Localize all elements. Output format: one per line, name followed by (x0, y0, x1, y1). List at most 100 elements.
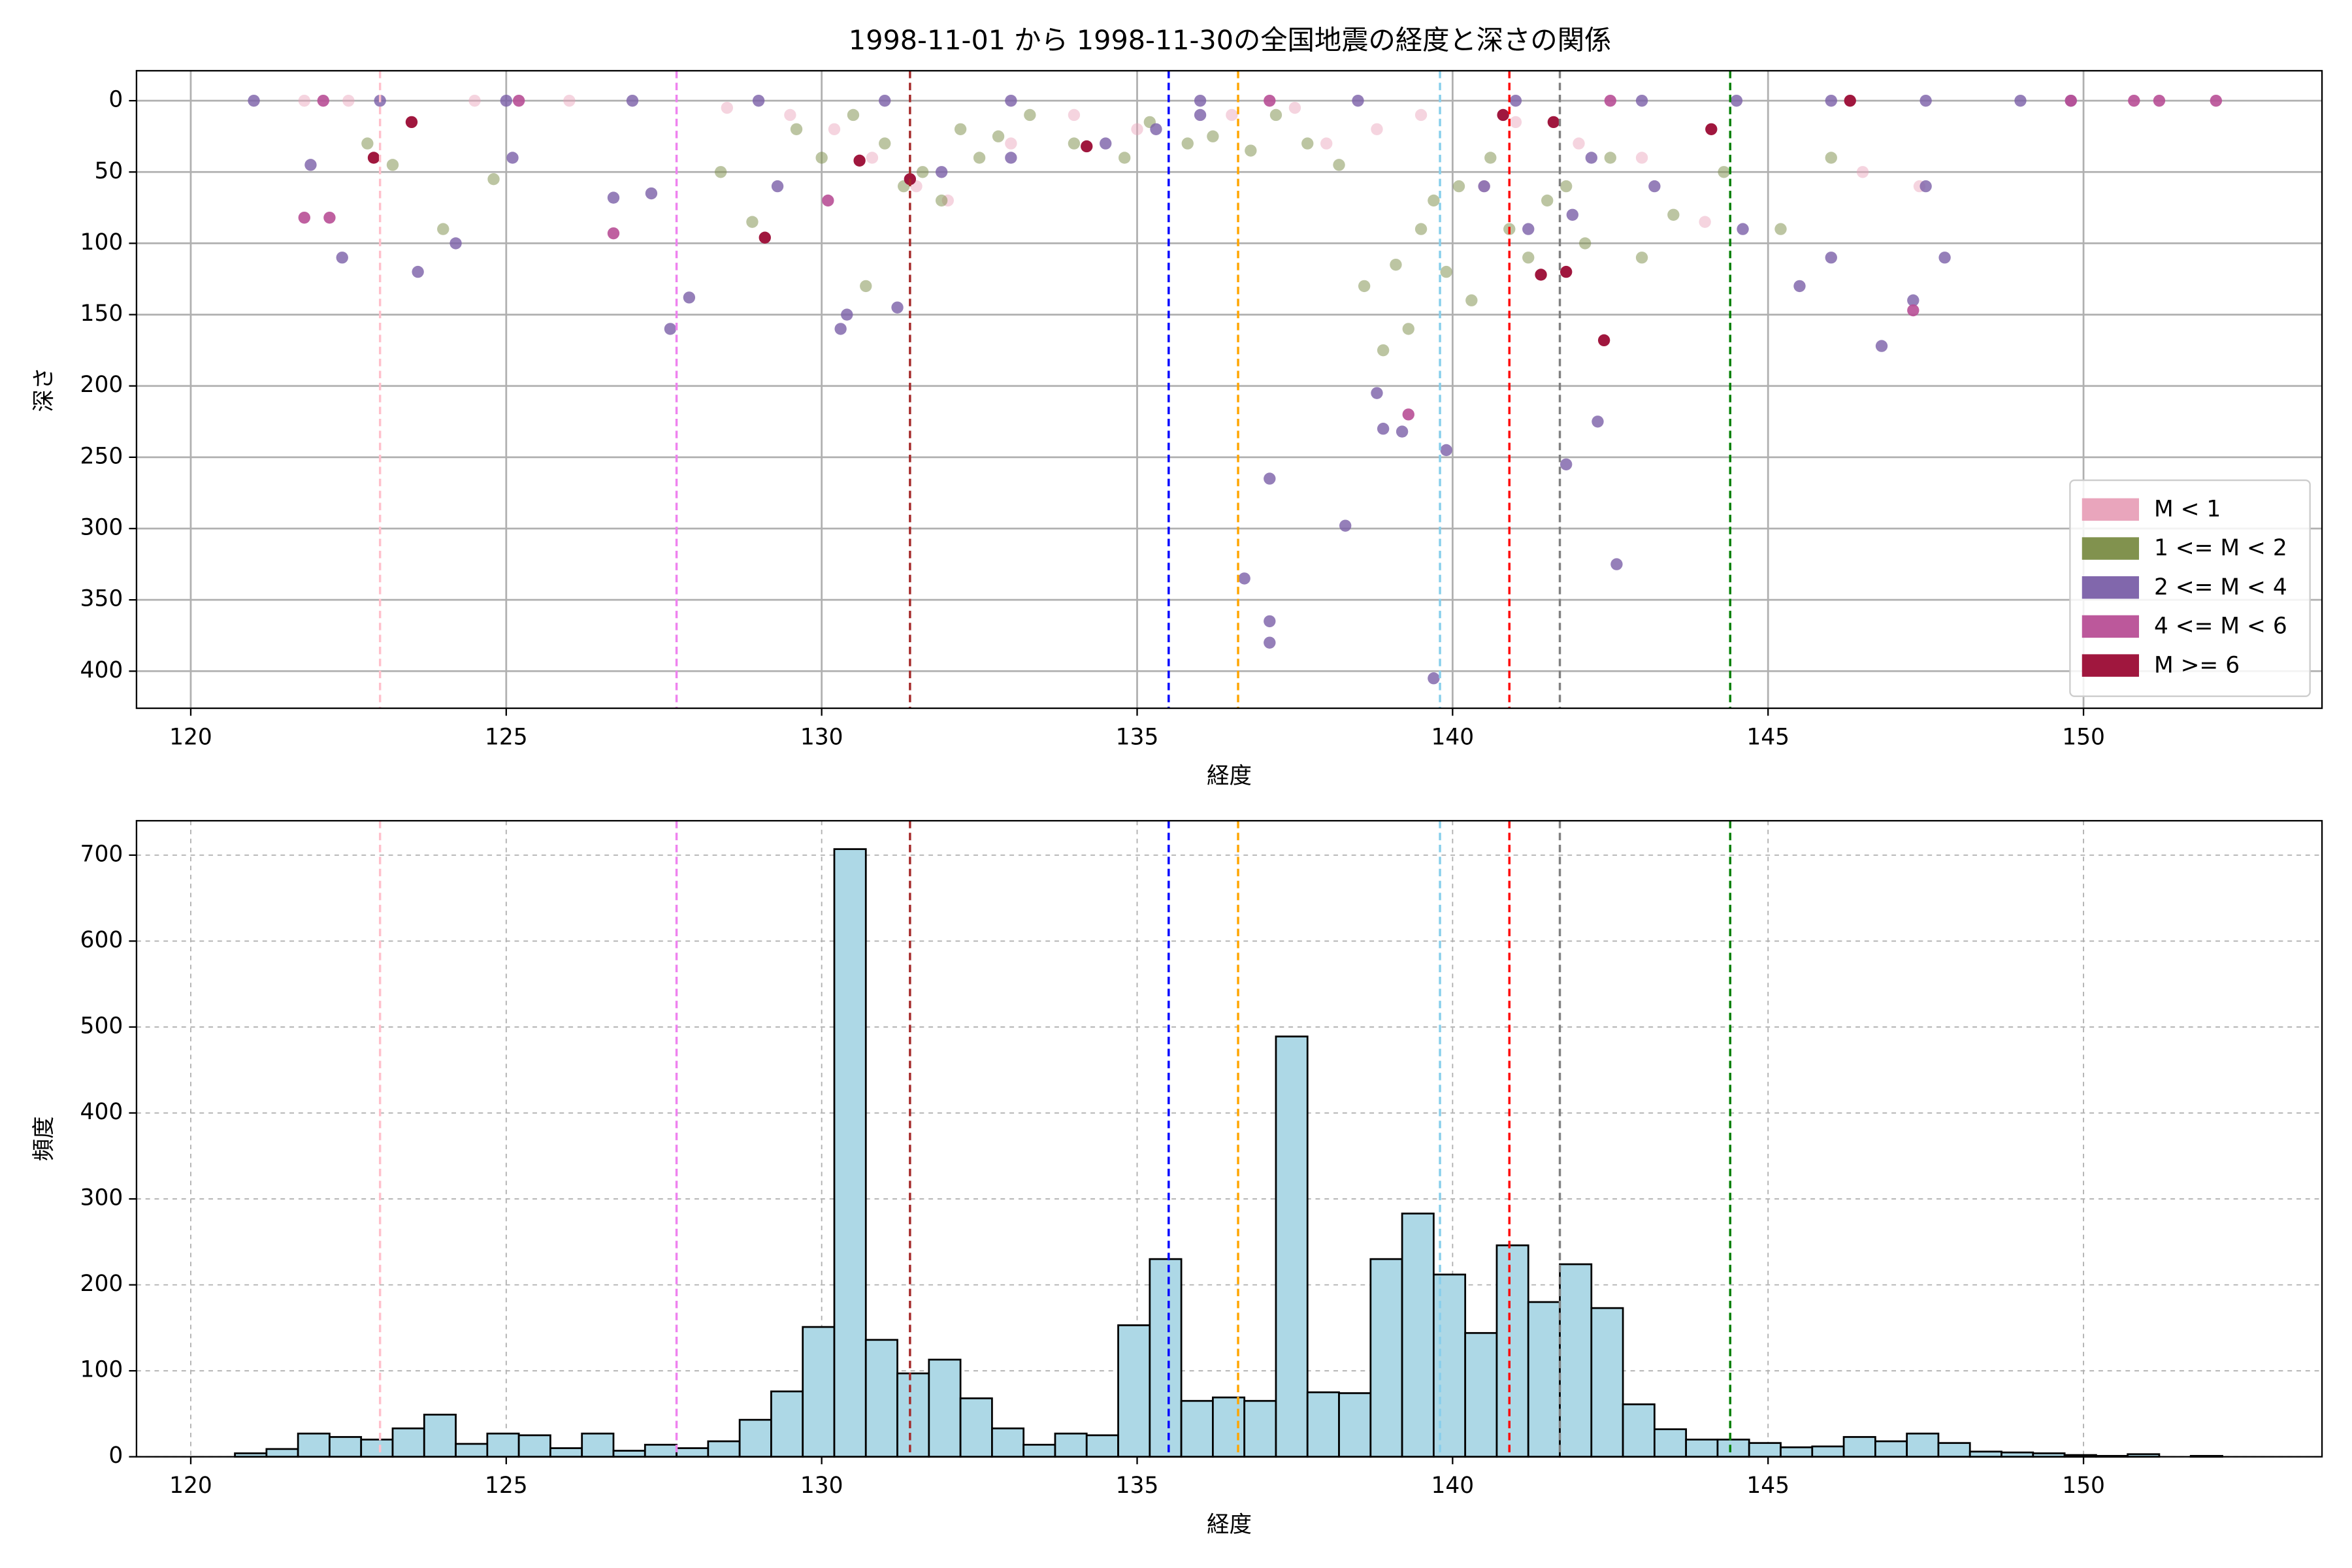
scatter-point (1497, 108, 1509, 122)
scatter-point (1522, 223, 1535, 235)
scatter-point (1875, 340, 1888, 352)
scatter-point (1264, 472, 1276, 485)
scatter-point (1919, 94, 1932, 107)
x-tick-label: 145 (1746, 1473, 1789, 1499)
scatter-point (714, 166, 727, 178)
scatter-point (1452, 180, 1465, 193)
scatter-point (1604, 94, 1616, 107)
scatter-point (784, 108, 796, 122)
histogram-bar (549, 1447, 583, 1458)
scatter-point (607, 227, 620, 240)
y-axis-label: 深さ (31, 367, 57, 412)
scatter-point (1919, 180, 1932, 193)
histogram-bar (486, 1432, 520, 1458)
legend-label: 4 <= M < 6 (2154, 613, 2287, 640)
y-tick-label: 400 (80, 1099, 123, 1125)
y-tick-label: 0 (108, 87, 123, 113)
x-tick-label: 135 (1116, 1473, 1159, 1499)
x-tick-label: 130 (800, 724, 843, 750)
histogram-bar (1937, 1442, 1971, 1458)
y-tick-label: 300 (80, 1185, 123, 1211)
scatter-point (973, 152, 986, 164)
histogram-bar (896, 1372, 930, 1458)
scatter-point (1774, 223, 1787, 235)
scatter-point (1005, 152, 1017, 164)
scatter-point (248, 94, 260, 107)
scatter-point (1352, 94, 1364, 107)
histogram-bar (991, 1427, 1025, 1458)
scatter-point (2065, 94, 2077, 107)
scatter-point (563, 94, 576, 107)
scatter-point (1484, 152, 1497, 164)
y-tick-label: 300 (80, 515, 123, 541)
histogram-bar (1243, 1399, 1277, 1458)
scatter-point (607, 191, 620, 204)
scatter-point (1585, 152, 1597, 164)
y-tick-label: 100 (80, 1357, 123, 1383)
scatter-point (954, 123, 967, 135)
scatter-point (1440, 444, 1452, 457)
x-tick-label: 140 (1431, 1473, 1475, 1499)
histogram-bar (1559, 1263, 1593, 1458)
scatter-point (1414, 108, 1428, 122)
scatter-point (342, 94, 355, 107)
scatter-point (853, 154, 866, 167)
histogram-bar (833, 848, 867, 1458)
scatter-point (487, 173, 500, 186)
scatter-point (468, 94, 481, 107)
histogram-bar (1622, 1403, 1656, 1458)
scatter-point (336, 252, 348, 264)
histogram-bar (928, 1358, 962, 1458)
histogram-bar (1212, 1396, 1246, 1458)
scatter-point (1535, 269, 1547, 281)
x-axis-label: 経度 (1207, 763, 1252, 789)
scatter-point (512, 94, 525, 107)
histogram-bar (423, 1413, 457, 1458)
y-tick-label: 0 (108, 1443, 123, 1469)
scatter-point (361, 137, 374, 150)
scatter-point (1592, 416, 1604, 428)
legend-swatch (2082, 537, 2139, 560)
y-tick-label: 150 (80, 301, 123, 327)
y-tick-label: 700 (80, 841, 123, 867)
scatter-point (1705, 123, 1718, 135)
scatter-point (645, 187, 658, 200)
histogram-bar (1685, 1439, 1719, 1458)
y-tick-label: 400 (80, 657, 123, 683)
scatter-point (1597, 334, 1610, 347)
scatter-point (721, 101, 733, 114)
scatter-point (1578, 237, 1592, 250)
scatter-point (1648, 180, 1661, 193)
scatter-point (1396, 425, 1409, 438)
scatter-point (1635, 152, 1648, 164)
scatter-point (1635, 252, 1648, 264)
scatter-point (1938, 252, 1951, 264)
x-tick-label: 135 (1116, 724, 1159, 750)
scatter-point (1377, 423, 1390, 435)
x-tick-label: 125 (485, 724, 528, 750)
scatter-point (1560, 180, 1573, 193)
scatter-point (298, 211, 310, 224)
scatter-point (1402, 323, 1414, 335)
scatter-point (317, 94, 329, 107)
histogram-bar (1464, 1331, 1498, 1458)
axes-frame (135, 70, 2323, 710)
scatter-point (1907, 304, 1919, 317)
scatter-point (437, 223, 449, 235)
histogram-bar (1054, 1432, 1088, 1458)
histogram-bar (864, 1339, 898, 1458)
histogram-bar (1527, 1301, 1561, 1458)
x-tick-label: 145 (1746, 724, 1789, 750)
histogram-bar (1590, 1307, 1624, 1458)
scatter-point (866, 152, 879, 164)
scatter-point (506, 152, 519, 164)
legend-swatch (2082, 498, 2139, 521)
scatter-point (1573, 137, 1585, 150)
histogram-bar (1811, 1445, 1845, 1458)
legend-label: M >= 6 (2154, 652, 2240, 678)
scatter-point (1825, 94, 1837, 107)
legend-label: M < 1 (2154, 496, 2221, 522)
scatter-point (449, 237, 462, 250)
scatter-point (1358, 280, 1371, 293)
scatter-point (1371, 387, 1383, 399)
